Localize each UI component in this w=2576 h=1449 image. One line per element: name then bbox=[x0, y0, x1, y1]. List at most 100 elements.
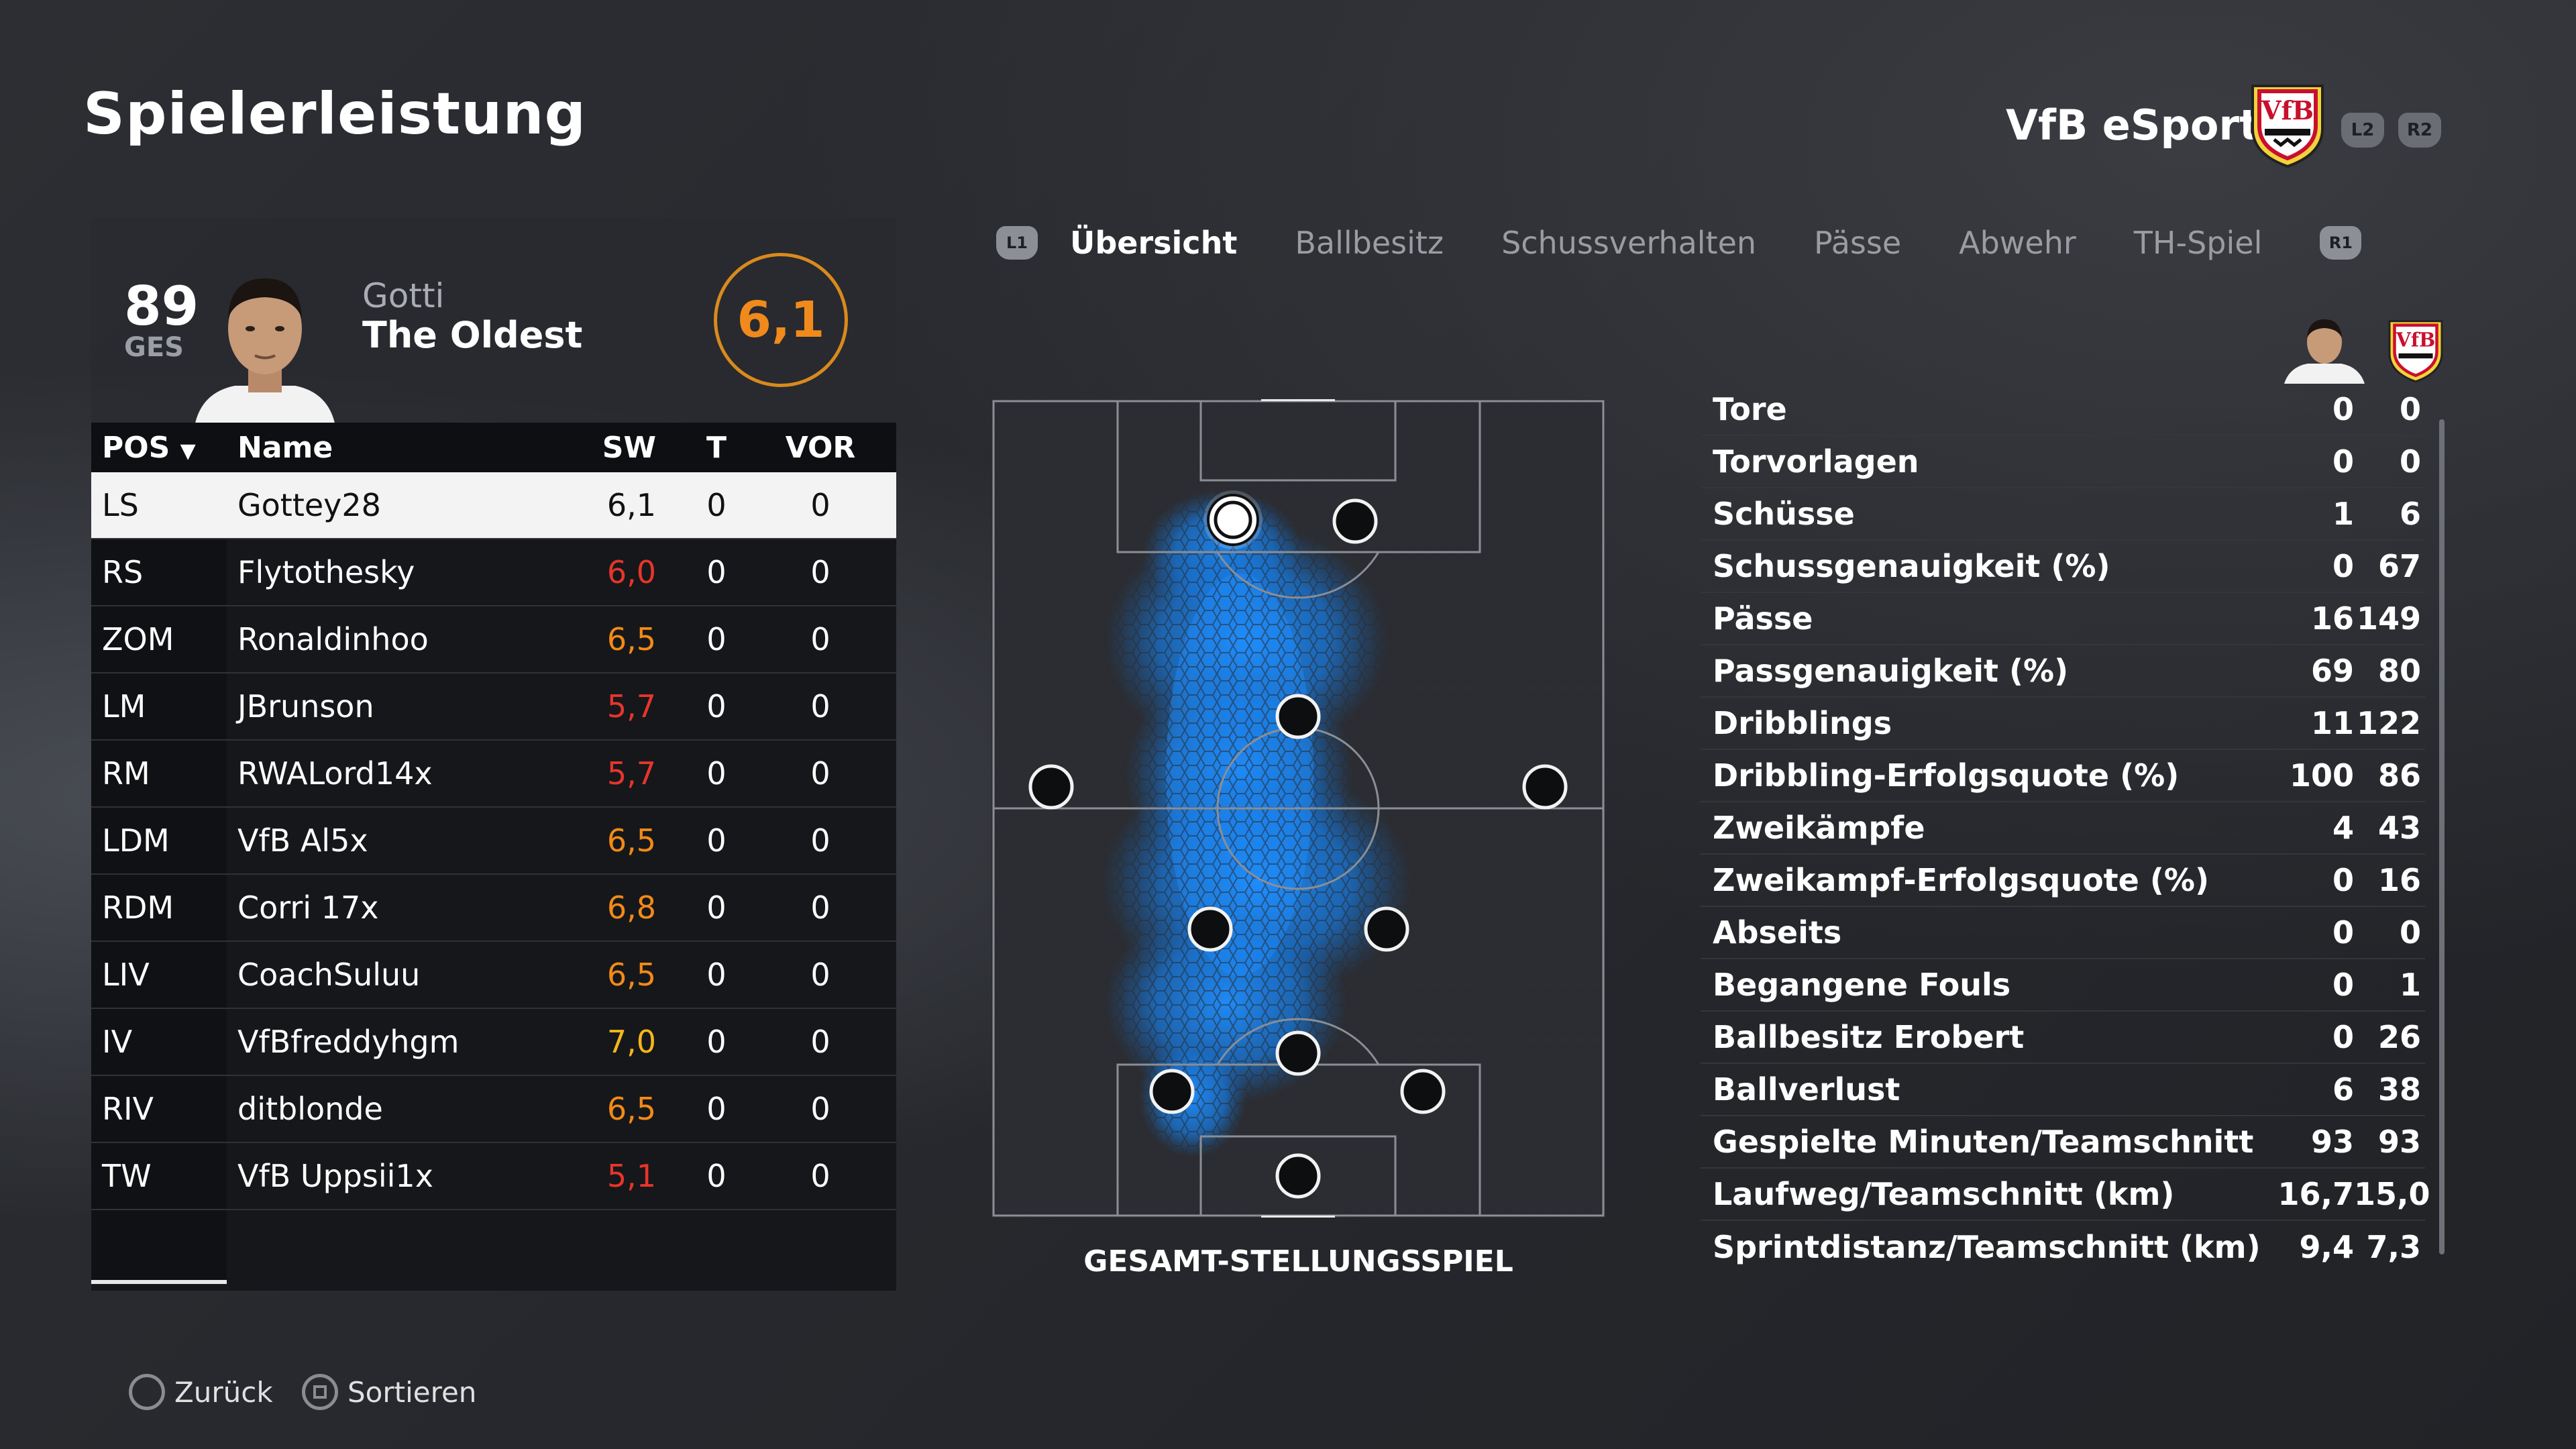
r2-button[interactable]: R2 bbox=[2398, 113, 2441, 148]
tab-th-spiel[interactable]: TH-Spiel bbox=[2133, 225, 2263, 261]
row-vor: 0 bbox=[810, 957, 830, 993]
vfb-crest-icon: VfB bbox=[2247, 82, 2328, 169]
player-marker[interactable] bbox=[1028, 764, 1074, 810]
stat-player-value: 16 bbox=[2310, 600, 2354, 637]
stat-player-value: 100 bbox=[2289, 757, 2354, 794]
team-name: VfB eSports bbox=[2006, 101, 2284, 150]
stat-label: Passgenauigkeit (%) bbox=[1713, 653, 2069, 689]
row-name: CoachSuluu bbox=[237, 957, 421, 993]
table-tail bbox=[91, 1280, 896, 1291]
player-marker[interactable] bbox=[1275, 1030, 1321, 1076]
overall-rating: 89 bbox=[124, 275, 199, 337]
stats-scrollbar[interactable] bbox=[2439, 419, 2445, 1254]
stat-team-value: 86 bbox=[2377, 757, 2421, 794]
table-row[interactable]: TW VfB Uppsii1x 5,1 0 0 bbox=[91, 1143, 896, 1210]
stat-player-value: 0 bbox=[2332, 1019, 2354, 1055]
row-vor: 0 bbox=[810, 890, 830, 926]
stat-label: Sprintdistanz/Teamschnitt (km) bbox=[1713, 1229, 2261, 1265]
row-pos: RS bbox=[91, 539, 227, 605]
tab-ballbesitz[interactable]: Ballbesitz bbox=[1295, 225, 1444, 261]
stat-row: Sprintdistanz/Teamschnitt (km) 9,4 7,3 bbox=[1701, 1221, 2425, 1273]
svg-text:VfB: VfB bbox=[2261, 95, 2314, 125]
row-vor: 0 bbox=[810, 688, 830, 724]
table-row[interactable]: RDM Corri 17x 6,8 0 0 bbox=[91, 875, 896, 942]
row-vor: 0 bbox=[810, 1158, 830, 1194]
table-row[interactable]: ZOM Ronaldinhoo 6,5 0 0 bbox=[91, 606, 896, 674]
selected-player-inner bbox=[1214, 500, 1252, 539]
r1-button[interactable]: R1 bbox=[2320, 226, 2362, 260]
row-pos: RIV bbox=[91, 1076, 227, 1142]
stat-row: Schüsse 1 6 bbox=[1701, 488, 2425, 541]
tab-paesse[interactable]: Pässe bbox=[1814, 225, 1902, 261]
table-row[interactable]: LDM VfB Al5x 6,5 0 0 bbox=[91, 808, 896, 875]
player-first-name: Gotti bbox=[362, 276, 445, 315]
stat-player-value: 16,7 bbox=[2277, 1176, 2355, 1212]
player-marker[interactable] bbox=[1187, 906, 1233, 952]
player-marker[interactable] bbox=[1332, 498, 1378, 544]
stat-team-value: 38 bbox=[2377, 1071, 2421, 1108]
back-button[interactable]: Zurück bbox=[129, 1374, 273, 1410]
stat-row: Gespielte Minuten/Teamschnitt 93 93 bbox=[1701, 1116, 2425, 1169]
stat-team-value: 0 bbox=[2399, 914, 2421, 951]
col-pos-header[interactable]: POS ▼ bbox=[91, 431, 227, 465]
heatmap-caption: GESAMT-STELLUNGSSPIEL bbox=[1083, 1244, 1513, 1279]
player-marker[interactable] bbox=[1149, 1069, 1195, 1114]
l1-button[interactable]: L1 bbox=[996, 226, 1038, 260]
player-marker[interactable] bbox=[1400, 1069, 1446, 1114]
col-vor-header[interactable]: VOR bbox=[785, 430, 856, 465]
row-sw: 6,5 bbox=[606, 822, 656, 859]
stat-label: Dribblings bbox=[1713, 705, 1892, 741]
sort-down-icon: ▼ bbox=[180, 439, 196, 463]
row-t: 0 bbox=[706, 822, 727, 859]
table-row[interactable]: LM JBrunson 5,7 0 0 bbox=[91, 674, 896, 741]
team-crest-icon: VfB bbox=[2385, 318, 2446, 384]
stat-team-value: 1 bbox=[2399, 967, 2421, 1003]
stat-label: Zweikämpfe bbox=[1713, 810, 1925, 846]
player-marker[interactable] bbox=[1522, 764, 1568, 810]
player-marker[interactable] bbox=[1275, 694, 1321, 739]
stat-row: Laufweg/Teamschnitt (km) 16,7 15,0 bbox=[1701, 1169, 2430, 1221]
row-name: Flytothesky bbox=[237, 554, 415, 590]
tab-abwehr[interactable]: Abwehr bbox=[1959, 225, 2076, 261]
stat-player-value: 1 bbox=[2332, 496, 2354, 532]
stat-player-value: 0 bbox=[2332, 443, 2354, 480]
table-row[interactable]: RIV ditblonde 6,5 0 0 bbox=[91, 1076, 896, 1143]
stat-label: Pässe bbox=[1713, 600, 1813, 637]
row-vor: 0 bbox=[810, 1024, 830, 1060]
table-row[interactable]: LS Gottey28 6,1 0 0 bbox=[91, 472, 896, 539]
col-name-header[interactable]: Name bbox=[237, 430, 333, 465]
svg-text:VfB: VfB bbox=[2396, 328, 2435, 351]
l2-button[interactable]: L2 bbox=[2341, 113, 2384, 148]
col-sw-header[interactable]: SW bbox=[602, 430, 656, 465]
stat-row: Begangene Fouls 0 1 bbox=[1701, 959, 2425, 1012]
row-t: 0 bbox=[706, 554, 727, 590]
tab-schussverhalten[interactable]: Schussverhalten bbox=[1501, 225, 1757, 261]
table-header: POS ▼ Name SW T VOR bbox=[91, 423, 896, 472]
table-empty-row bbox=[91, 1210, 896, 1280]
stat-team-value: 0 bbox=[2399, 391, 2421, 427]
sort-button[interactable]: Sortieren bbox=[302, 1374, 476, 1410]
stat-row: Tore 0 0 bbox=[1701, 384, 2425, 436]
table-row[interactable]: IV VfBfreddyhgm 7,0 0 0 bbox=[91, 1009, 896, 1076]
stat-player-value: 9,4 bbox=[2299, 1229, 2355, 1265]
stat-player-value: 4 bbox=[2332, 810, 2354, 846]
stat-player-value: 6 bbox=[2332, 1071, 2354, 1108]
row-vor: 0 bbox=[810, 554, 830, 590]
row-sw: 6,5 bbox=[606, 1091, 656, 1127]
table-row[interactable]: RS Flytothesky 6,0 0 0 bbox=[91, 539, 896, 606]
tab-uebersicht[interactable]: Übersicht bbox=[1070, 225, 1238, 261]
col-pos-label: POS bbox=[102, 430, 170, 465]
row-t: 0 bbox=[706, 1091, 727, 1127]
row-pos: LS bbox=[91, 472, 227, 538]
table-row[interactable]: RM RWALord14x 5,7 0 0 bbox=[91, 741, 896, 808]
table-row[interactable]: LIV CoachSuluu 6,5 0 0 bbox=[91, 942, 896, 1009]
col-t-header[interactable]: T bbox=[706, 430, 727, 465]
stat-team-value: 149 bbox=[2356, 600, 2421, 637]
stat-player-value: 0 bbox=[2332, 548, 2354, 584]
stat-row: Torvorlagen 0 0 bbox=[1701, 436, 2425, 488]
table-empty-cell bbox=[91, 1210, 227, 1280]
player-marker[interactable] bbox=[1364, 906, 1409, 952]
stat-label: Begangene Fouls bbox=[1713, 967, 2011, 1003]
player-marker[interactable] bbox=[1275, 1153, 1321, 1199]
row-t: 0 bbox=[706, 1024, 727, 1060]
